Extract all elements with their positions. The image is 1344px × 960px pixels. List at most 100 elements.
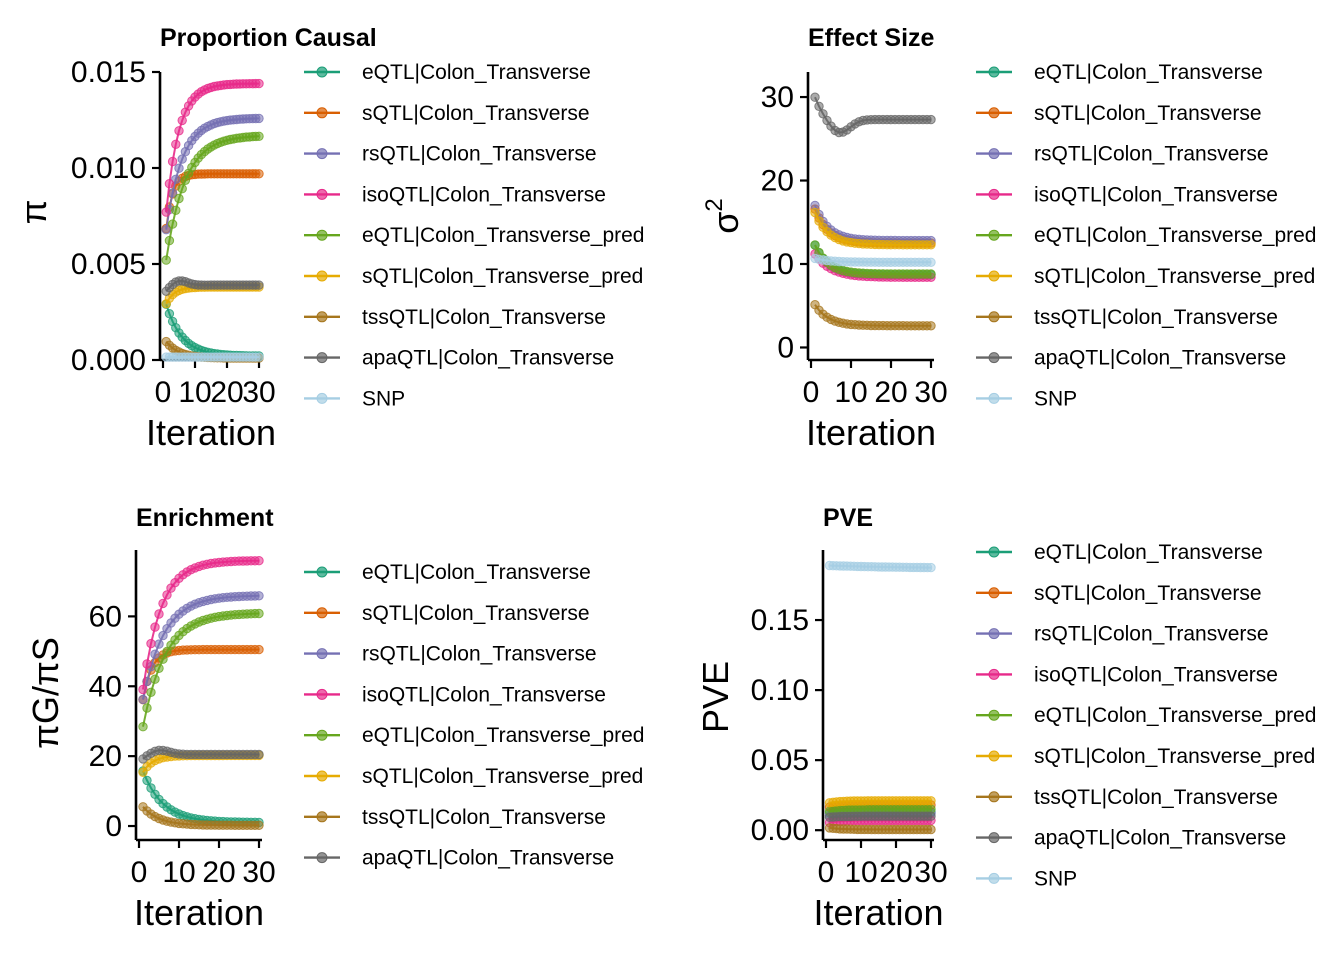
- data-point: [167, 156, 178, 167]
- legend-label: sQTL|Colon_Transverse: [1034, 102, 1262, 125]
- data-point: [254, 591, 264, 601]
- legend-label: eQTL|Colon_Transverse_pred: [362, 724, 645, 747]
- legend-key-marker: [316, 811, 328, 823]
- series-rsqtl-colon-transverse: [138, 591, 264, 705]
- legend-item: isoQTL|Colon_Transverse: [976, 663, 1278, 686]
- legend-key-marker: [316, 729, 328, 741]
- series-isoqtl-colon-transverse: [161, 78, 264, 217]
- legend-label: rsQTL|Colon_Transverse: [362, 643, 597, 666]
- legend-key-marker: [316, 770, 328, 782]
- legend-key-marker: [988, 107, 1000, 119]
- data-point: [254, 749, 264, 760]
- legend-item: eQTL|Colon_Transverse: [976, 541, 1263, 564]
- x-tick-label: 0: [131, 856, 148, 889]
- legend-item: isoQTL|Colon_Transverse: [304, 683, 606, 706]
- series-tssqtl-colon-transverse: [138, 802, 264, 830]
- x-axis-label: Iteration: [146, 412, 276, 453]
- data-point: [158, 598, 168, 609]
- legend-item: isoQTL|Colon_Transverse: [304, 183, 606, 206]
- data-point: [174, 126, 184, 136]
- legend-item: tssQTL|Colon_Transverse: [976, 786, 1278, 809]
- legend-key-marker: [316, 311, 328, 323]
- data-point: [171, 139, 181, 150]
- data-point: [254, 78, 264, 89]
- data-point: [138, 684, 148, 695]
- legend-label: tssQTL|Colon_Transverse: [362, 306, 606, 329]
- y-axis-label-group: π: [13, 200, 54, 225]
- legend-item: eQTL|Colon_Transverse: [304, 561, 591, 584]
- x-axis-label: Iteration: [806, 412, 936, 453]
- x-tick-label: 30: [914, 856, 947, 889]
- y-tick-label: 20: [89, 740, 122, 773]
- data-point: [926, 257, 936, 267]
- legend-key-marker: [988, 791, 1000, 803]
- legend-key-marker: [316, 66, 328, 78]
- legend-key-marker: [316, 607, 328, 619]
- data-point: [254, 556, 264, 566]
- y-axis-label-group: PVE: [695, 661, 736, 733]
- legend-item: eQTL|Colon_Transverse: [304, 61, 591, 84]
- legend-label: apaQTL|Colon_Transverse: [1034, 347, 1286, 370]
- legend-label: eQTL|Colon_Transverse_pred: [1034, 224, 1317, 247]
- legend-item: tssQTL|Colon_Transverse: [976, 306, 1278, 329]
- x-tick-label: 10: [834, 376, 867, 409]
- data-point: [158, 630, 168, 641]
- legend-label: eQTL|Colon_Transverse: [362, 561, 591, 584]
- legend-item: rsQTL|Colon_Transverse: [976, 623, 1269, 646]
- panel-title: Proportion Causal: [160, 24, 377, 52]
- legend-item: sQTL|Colon_Transverse: [304, 102, 590, 125]
- y-tick-label: 0.000: [71, 344, 146, 377]
- data-point: [810, 207, 820, 218]
- data-point: [142, 775, 152, 786]
- x-tick-label: 30: [242, 376, 275, 409]
- legend-label: rsQTL|Colon_Transverse: [1034, 143, 1269, 166]
- series-eqtl-colon-transverse: [138, 766, 264, 828]
- panel-title: Effect Size: [808, 24, 935, 52]
- legend-item: eQTL|Colon_Transverse_pred: [976, 224, 1317, 247]
- legend-key-marker: [988, 750, 1000, 762]
- data-point: [167, 219, 178, 229]
- legend-label: eQTL|Colon_Transverse: [1034, 541, 1263, 564]
- x-tick-label: 10: [844, 856, 877, 889]
- legend-key-marker: [316, 148, 328, 160]
- legend-key-marker: [988, 352, 1000, 364]
- legend-label: tssQTL|Colon_Transverse: [1034, 306, 1278, 329]
- legend-key-marker: [316, 648, 328, 660]
- legend-key-marker: [988, 546, 1000, 558]
- data-point: [142, 659, 152, 669]
- data-point: [926, 824, 936, 835]
- data-point: [158, 654, 168, 664]
- data-point: [161, 207, 171, 217]
- legend-key-marker: [988, 628, 1000, 640]
- legend-key-marker: [988, 832, 1000, 844]
- data-point: [138, 722, 148, 732]
- legend-item: tssQTL|Colon_Transverse: [304, 306, 606, 329]
- legend-item: sQTL|Colon_Transverse_pred: [976, 265, 1315, 288]
- data-point: [926, 796, 936, 806]
- series-rsqtl-colon-transverse: [161, 113, 264, 235]
- data-point: [926, 321, 936, 331]
- legend-key-marker: [988, 188, 1000, 200]
- legend-item: eQTL|Colon_Transverse_pred: [304, 724, 645, 747]
- legend-label: apaQTL|Colon_Transverse: [1034, 827, 1286, 850]
- legend-key-marker: [988, 229, 1000, 241]
- series-apaqtl-colon-transverse: [161, 276, 264, 296]
- data-point: [146, 687, 156, 697]
- legend-label: sQTL|Colon_Transverse_pred: [1034, 265, 1315, 288]
- legend-item: apaQTL|Colon_Transverse: [976, 827, 1286, 850]
- legend-key-marker: [316, 107, 328, 119]
- series-sqtl-colon-transverse-pred: [824, 796, 936, 808]
- data-point: [926, 269, 936, 279]
- legend-item: SNP: [976, 867, 1077, 890]
- legend-label: sQTL|Colon_Transverse: [362, 102, 590, 125]
- legend-key-marker: [988, 872, 1000, 884]
- legend-label: isoQTL|Colon_Transverse: [1034, 663, 1278, 686]
- legend-key-marker: [988, 587, 1000, 599]
- legend-item: sQTL|Colon_Transverse_pred: [304, 265, 643, 288]
- legend-key-marker: [988, 709, 1000, 721]
- data-point: [254, 280, 264, 290]
- legend-label: tssQTL|Colon_Transverse: [362, 806, 606, 829]
- legend-label: sQTL|Colon_Transverse_pred: [362, 765, 643, 788]
